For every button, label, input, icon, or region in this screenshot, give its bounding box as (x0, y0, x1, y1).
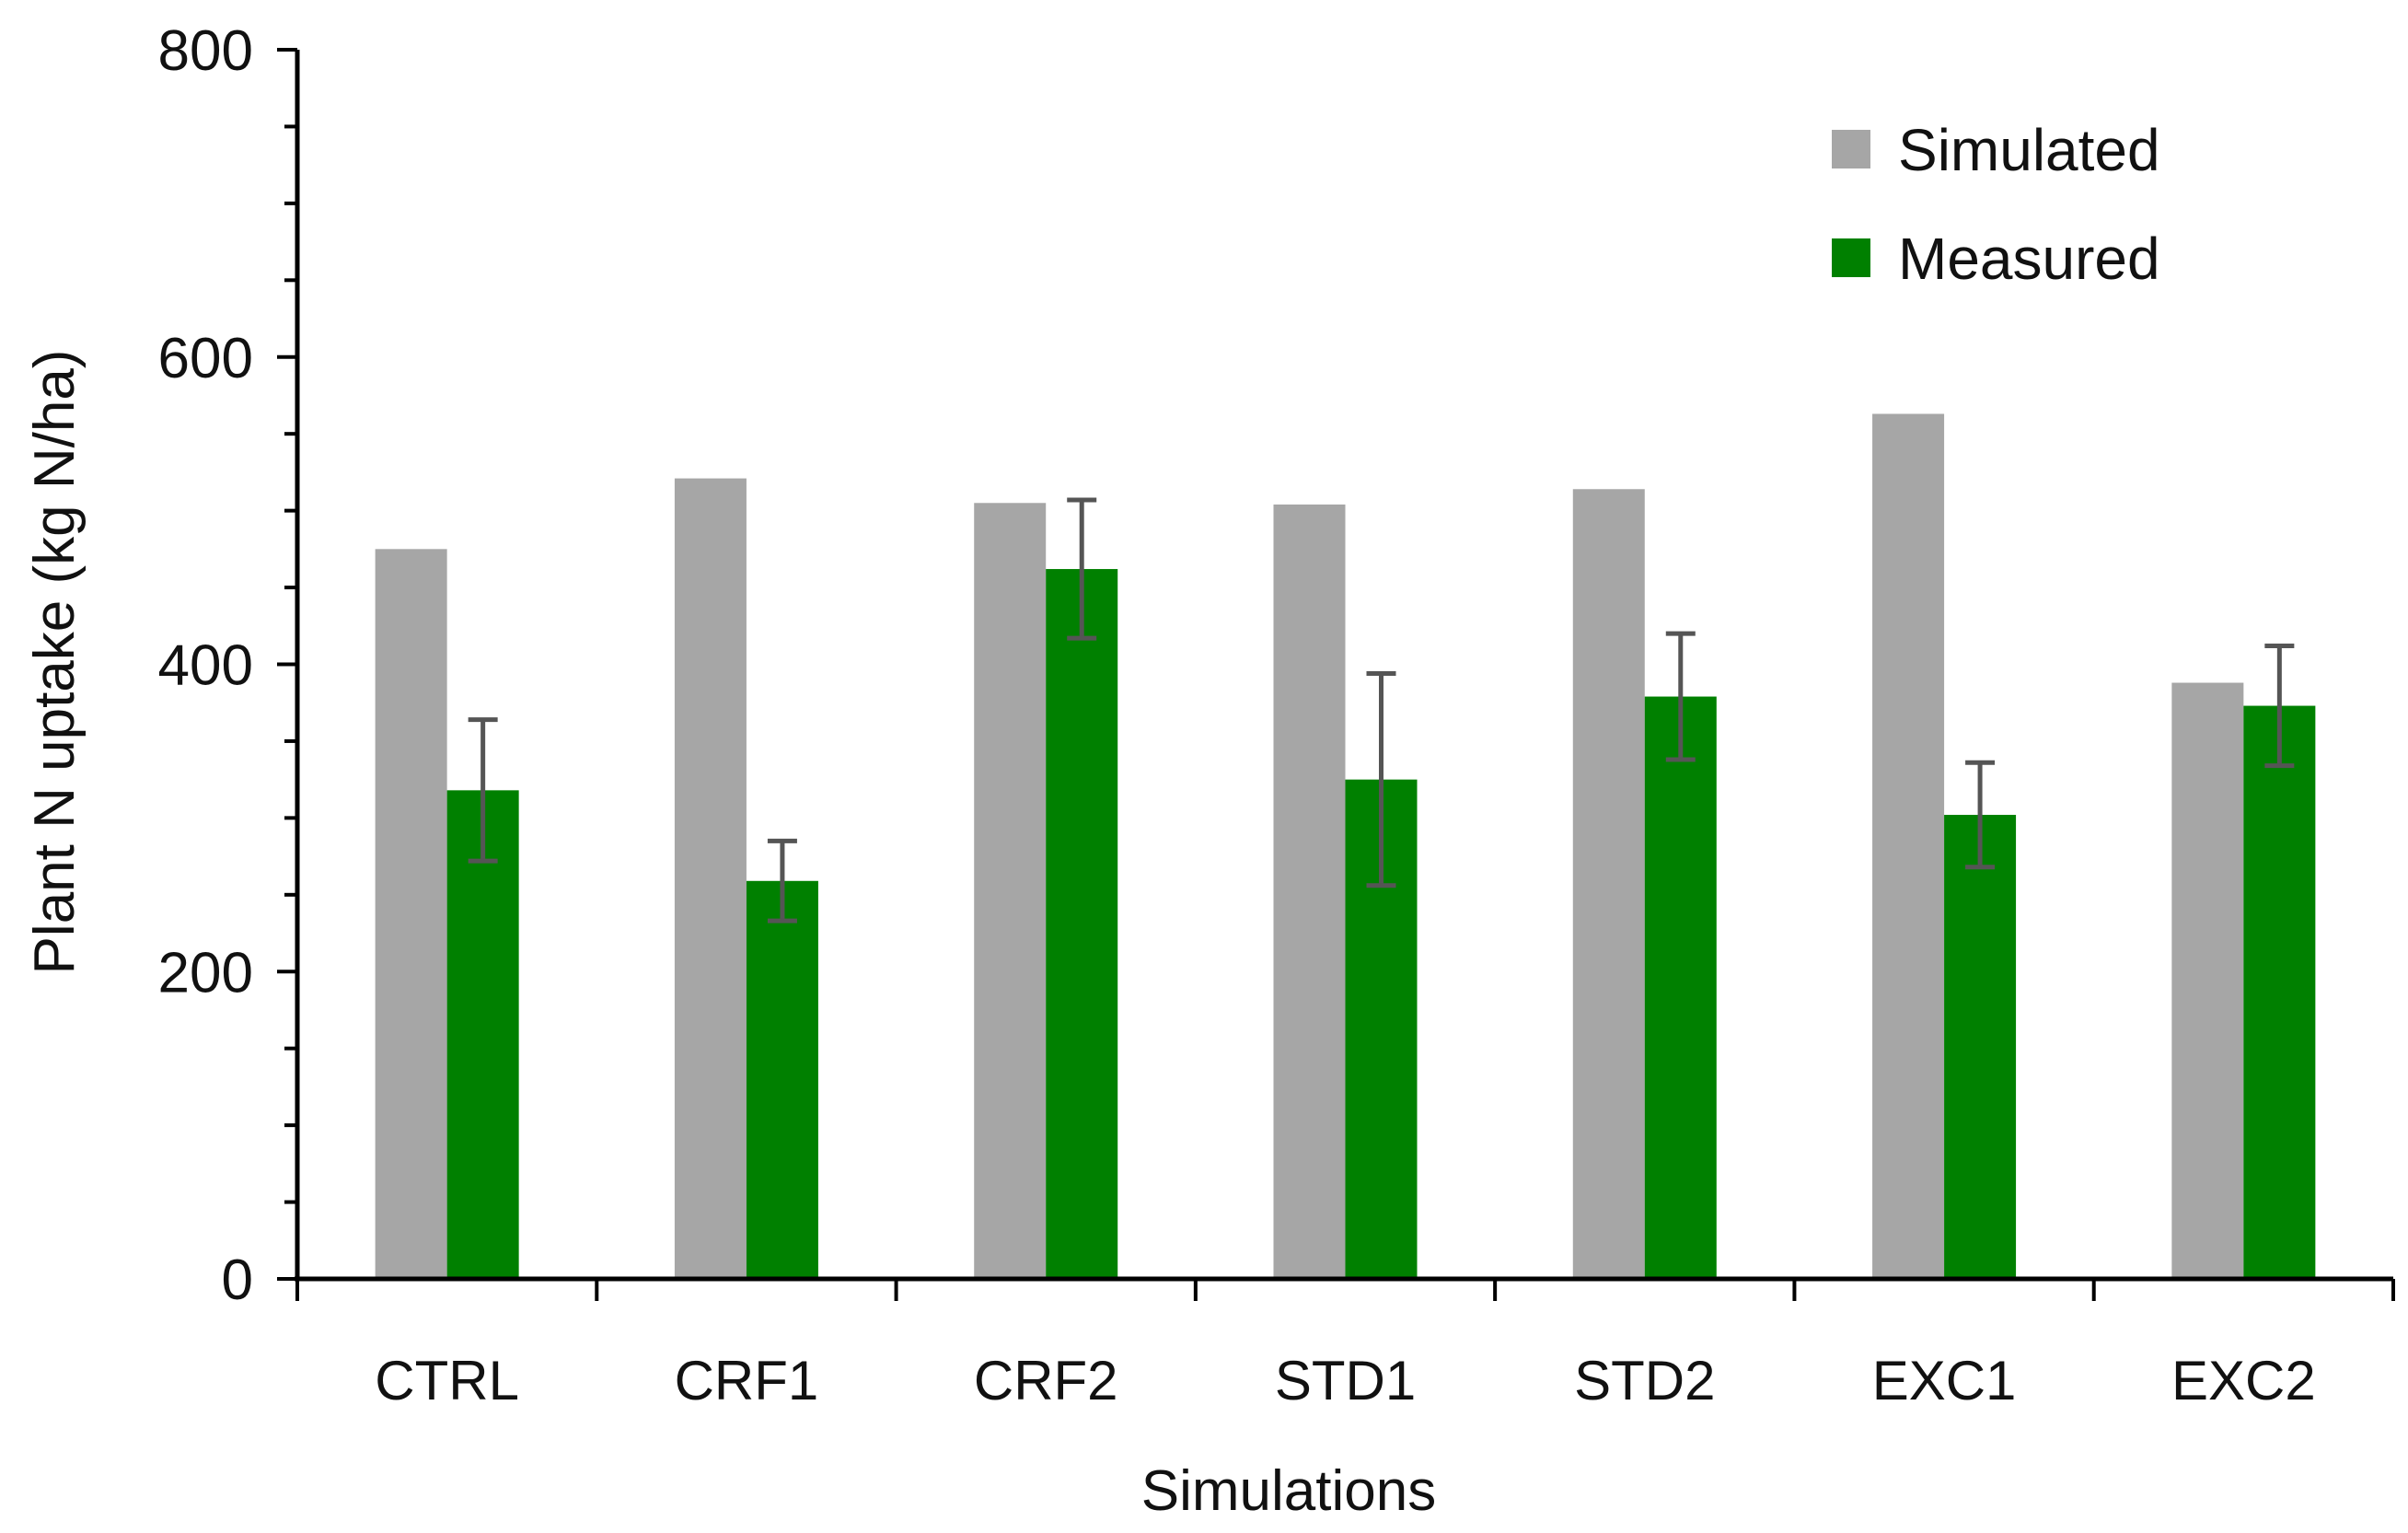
error-bar-crf1 (767, 838, 797, 923)
y-tick-label-200: 200 (158, 941, 253, 1005)
bar-simulated-ctrl (375, 549, 447, 1279)
x-axis-title: Simulations (1141, 1459, 1436, 1523)
bar-simulated-crf1 (674, 478, 747, 1279)
error-bar-exc1 (1965, 760, 1996, 870)
x-tick-label-exc2: EXC2 (2171, 1350, 2316, 1411)
bar-simulated-exc1 (1872, 413, 1945, 1279)
y-tick-labels: 0 200 400 600 800 (158, 19, 253, 1312)
error-bar-crf2 (1067, 497, 1097, 641)
legend-label-measured: Measured (1898, 226, 2160, 292)
legend-swatch-simulated (1832, 130, 1870, 168)
error-bars-layer (468, 497, 2295, 923)
legend-label-simulated: Simulated (1898, 117, 2160, 183)
legend-swatch-measured (1832, 238, 1870, 277)
y-tick-label-400: 400 (158, 634, 253, 698)
x-tick-label-std1: STD1 (1275, 1350, 1416, 1411)
x-tick-labels: CTRL CRF1 CRF2 STD1 STD2 EXC1 EXC2 (375, 1350, 2315, 1411)
error-bar-exc2 (2264, 643, 2295, 769)
bar-simulated-crf2 (974, 503, 1047, 1279)
y-tick-label-600: 600 (158, 327, 253, 390)
error-bar-std2 (1665, 631, 1696, 762)
y-tick-label-0: 0 (222, 1248, 253, 1312)
bar-simulated-std1 (1273, 504, 1346, 1279)
bar-simulated-std2 (1572, 489, 1645, 1279)
x-tick-label-crf2: CRF2 (974, 1350, 1118, 1411)
error-bar-ctrl (468, 717, 498, 864)
x-tick-label-exc1: EXC1 (1872, 1350, 2017, 1411)
bar-measured-std2 (1644, 696, 1717, 1279)
bar-measured-crf1 (746, 880, 818, 1279)
bar-measured-crf2 (1046, 569, 1118, 1279)
bar-measured-exc1 (1944, 815, 2017, 1279)
bar-measured-ctrl (446, 790, 519, 1279)
x-tick-label-crf1: CRF1 (675, 1350, 819, 1411)
x-tick-label-ctrl: CTRL (375, 1350, 519, 1411)
x-tick-label-std2: STD2 (1574, 1350, 1715, 1411)
bar-simulated-exc2 (2171, 682, 2244, 1279)
legend: Simulated Measured (1832, 117, 2160, 292)
y-axis-title: Plant N uptake (kg N/ha) (23, 350, 87, 975)
bars-layer (375, 413, 2316, 1279)
error-bar-std1 (1366, 671, 1396, 888)
axes-layer (277, 48, 2395, 1301)
y-tick-label-800: 800 (158, 19, 253, 83)
bar-measured-exc2 (2243, 705, 2316, 1279)
